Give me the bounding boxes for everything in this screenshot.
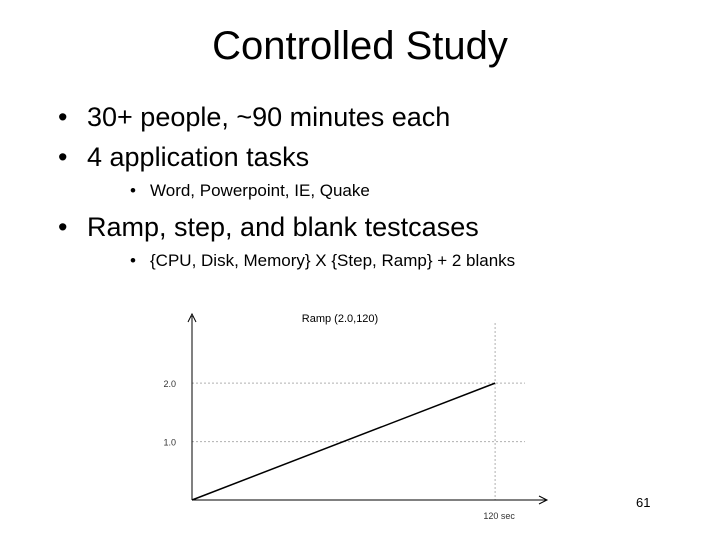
bullet-testcases: • Ramp, step, and blank testcases: [58, 211, 479, 243]
bullet-text: Ramp, step, and blank testcases: [87, 212, 479, 242]
ramp-chart: 1.0 2.0 120 sec Ramp (2.0,120): [163, 312, 549, 521]
x-axis-arrow: [538, 495, 549, 505]
bullet-dot: •: [58, 142, 68, 172]
bullet-dot: •: [58, 212, 68, 242]
chart-grid: [192, 323, 525, 500]
sub-bullet-dot: •: [130, 181, 136, 200]
sub-bullet-text: Word, Powerpoint, IE, Quake: [150, 181, 370, 200]
chart-axes: [187, 312, 549, 505]
bullet-tasks: • 4 application tasks: [58, 141, 309, 173]
y-tick-label: 2.0: [163, 379, 176, 389]
sub-bullet-dot: •: [130, 251, 136, 270]
sub-bullet-applications: • Word, Powerpoint, IE, Quake: [130, 180, 370, 202]
chart-title: Ramp (2.0,120): [302, 313, 378, 325]
ramp-series-line: [191, 382, 496, 501]
y-axis-arrow: [187, 312, 197, 323]
bullet-text: 30+ people, ~90 minutes each: [87, 102, 451, 132]
bullet-dot: •: [58, 102, 68, 132]
chart-series: [191, 382, 496, 501]
sub-bullet-text: {CPU, Disk, Memory} X {Step, Ramp} + 2 b…: [150, 251, 516, 270]
x-tick-label: 120 sec: [483, 511, 515, 521]
chart-labels: 1.0 2.0 120 sec: [163, 379, 515, 521]
bullet-participants: • 30+ people, ~90 minutes each: [58, 101, 450, 133]
y-tick-label: 1.0: [163, 438, 176, 448]
page-number: 61: [636, 495, 651, 510]
slide-title: Controlled Study: [212, 24, 508, 68]
bullet-text: 4 application tasks: [87, 142, 310, 172]
sub-bullet-combinations: • {CPU, Disk, Memory} X {Step, Ramp} + 2 …: [130, 250, 515, 272]
